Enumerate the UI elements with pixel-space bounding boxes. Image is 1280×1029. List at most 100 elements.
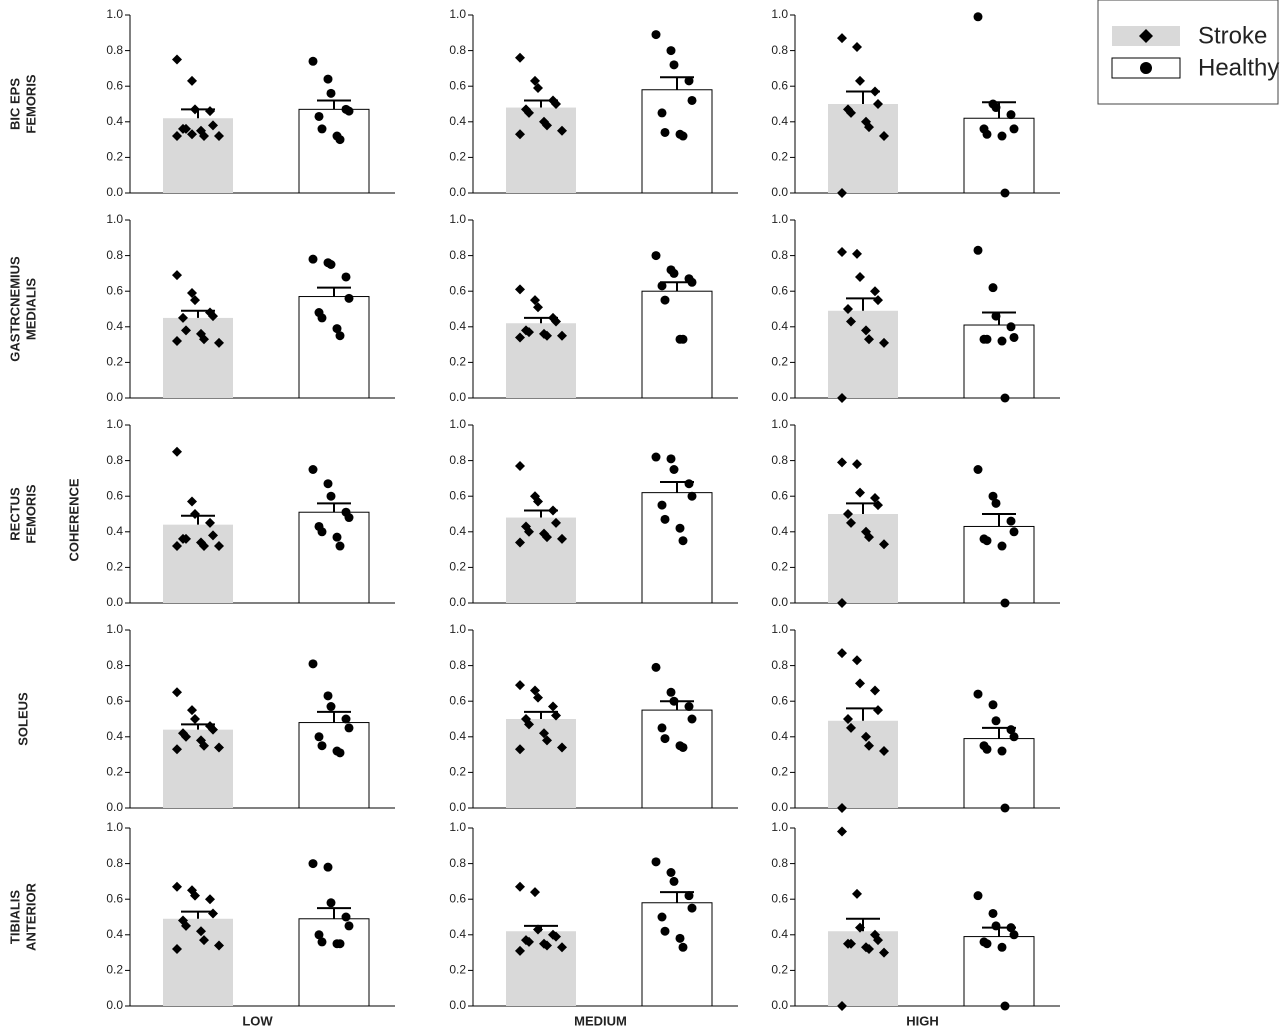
y-tick-label: 0.4 [449, 524, 466, 538]
data-point [678, 536, 688, 546]
data-point [675, 933, 685, 943]
data-point [533, 924, 543, 935]
data-point [660, 734, 670, 744]
data-point [214, 131, 224, 142]
data-point [172, 944, 182, 955]
y-tick-label: 0.0 [106, 390, 123, 404]
data-point [879, 746, 889, 757]
data-point [542, 120, 552, 131]
data-point [530, 887, 540, 898]
data-point [982, 939, 992, 949]
data-point [657, 723, 667, 733]
data-point [678, 334, 688, 344]
data-point [187, 75, 197, 86]
data-point [199, 131, 209, 142]
y-tick-label: 0.6 [449, 891, 466, 905]
data-point [687, 277, 697, 287]
data-point [323, 862, 333, 872]
y-tick-label: 0.6 [449, 78, 466, 92]
data-point [846, 316, 856, 327]
data-point [187, 287, 197, 298]
data-point [314, 111, 324, 121]
data-point [314, 930, 324, 940]
y-tick-label: 0.8 [449, 43, 466, 57]
data-point [846, 722, 856, 733]
data-point [988, 491, 998, 501]
data-point [843, 509, 853, 519]
y-tick-label: 0.2 [771, 765, 788, 779]
data-point [533, 496, 543, 507]
y-tick-label: 0.8 [449, 658, 466, 672]
data-point [317, 124, 327, 134]
data-point [542, 940, 552, 951]
data-point [657, 108, 667, 118]
y-tick-label: 0.2 [106, 963, 123, 977]
data-point [837, 188, 847, 198]
data-point [973, 689, 983, 699]
y-tick-label: 1.0 [771, 820, 788, 834]
data-point [864, 944, 874, 955]
data-point [548, 701, 558, 712]
y-tick-label: 1.0 [771, 212, 788, 226]
data-point [551, 517, 561, 528]
bar [828, 931, 898, 1006]
data-point [666, 46, 676, 56]
row-label: RECTUS [7, 487, 22, 541]
data-point [341, 714, 351, 724]
data-point [326, 702, 336, 712]
bar [828, 310, 898, 398]
data-point [533, 82, 543, 93]
data-point [678, 742, 688, 752]
data-point [335, 541, 345, 551]
data-point [982, 129, 992, 139]
bar [828, 104, 898, 193]
y-tick-label: 0.6 [771, 78, 788, 92]
data-point [542, 735, 552, 746]
data-point [660, 127, 670, 137]
bar [298, 722, 370, 809]
data-point [684, 702, 694, 712]
data-point [651, 662, 661, 672]
y-tick-label: 1.0 [449, 7, 466, 21]
data-point [172, 54, 182, 65]
row-label: SOLEUS [15, 692, 30, 746]
data-point [557, 330, 567, 341]
data-point [837, 598, 847, 608]
data-point [190, 104, 200, 115]
data-point [1000, 393, 1010, 403]
y-tick-label: 0.8 [771, 43, 788, 57]
y-tick-label: 1.0 [106, 212, 123, 226]
data-point [1006, 322, 1016, 332]
y-tick-label: 0.0 [106, 185, 123, 199]
error-bar [317, 286, 351, 297]
data-point [344, 921, 354, 931]
y-tick-label: 0.4 [771, 729, 788, 743]
error-bar [982, 513, 1016, 527]
data-point [879, 539, 889, 550]
data-point [172, 336, 182, 347]
data-point [515, 680, 525, 691]
data-point [533, 692, 543, 703]
y-tick-label: 1.0 [449, 417, 466, 431]
data-point [199, 935, 209, 946]
data-point [187, 705, 197, 716]
y-tick-label: 0.2 [106, 355, 123, 369]
y-tick-label: 0.0 [106, 998, 123, 1012]
data-point [172, 131, 182, 142]
y-tick-label: 0.2 [106, 560, 123, 574]
y-tick-label: 0.4 [449, 319, 466, 333]
data-point [879, 337, 889, 348]
data-point [837, 33, 847, 44]
y-tick-label: 0.0 [771, 800, 788, 814]
bar [641, 89, 713, 194]
data-point [837, 648, 847, 659]
y-tick-label: 0.0 [449, 185, 466, 199]
data-point [208, 724, 218, 735]
data-point [542, 330, 552, 341]
data-point [973, 12, 983, 22]
bar [163, 317, 233, 398]
data-point [551, 99, 561, 109]
data-point [515, 284, 525, 295]
data-point [1000, 803, 1010, 813]
data-point [208, 311, 218, 322]
